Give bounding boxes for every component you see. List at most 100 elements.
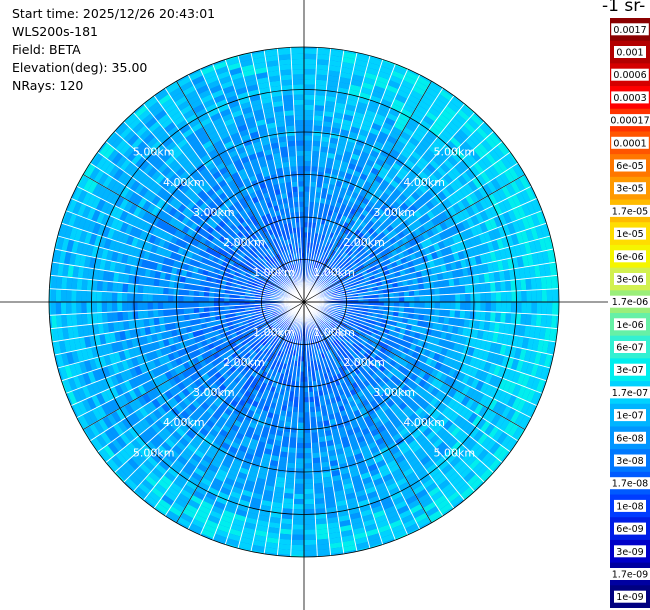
range-gate-bin xyxy=(341,155,351,163)
range-gate-bin xyxy=(115,183,126,196)
range-gate-bin xyxy=(317,313,323,318)
range-gate-bin xyxy=(359,423,369,431)
range-gate-bin xyxy=(469,149,481,162)
range-gate-bin xyxy=(366,104,379,114)
range-gate-bin xyxy=(324,198,332,206)
range-gate-bin xyxy=(484,311,491,322)
range-gate-bin xyxy=(210,277,217,284)
range-gate-bin xyxy=(157,479,171,491)
range-gate-bin xyxy=(128,400,139,413)
range-gate-bin xyxy=(488,217,498,230)
range-gate-bin xyxy=(459,285,466,294)
range-gate-bin xyxy=(79,361,88,374)
range-gate-bin xyxy=(304,89,316,95)
range-gate-bin xyxy=(335,323,342,328)
range-gate-bin xyxy=(185,480,198,491)
range-gate-bin xyxy=(240,462,251,471)
range-gate-bin xyxy=(399,328,406,335)
range-gate-bin xyxy=(391,200,401,210)
range-gate-bin xyxy=(340,472,352,480)
range-gate-bin xyxy=(473,235,482,246)
range-gate-bin xyxy=(383,306,389,311)
range-gate-bin xyxy=(344,146,354,154)
range-gate-bin xyxy=(127,292,133,302)
range-gate-bin xyxy=(293,493,304,500)
range-gate-bin xyxy=(294,483,304,489)
range-gate-bin xyxy=(356,261,363,267)
range-gate-bin xyxy=(484,168,495,181)
range-gate-bin xyxy=(195,431,207,441)
range-gate-bin xyxy=(87,370,97,384)
range-gate-bin xyxy=(237,255,244,262)
range-gate-bin xyxy=(443,487,457,499)
range-gate-bin xyxy=(63,378,73,393)
range-gate-bin xyxy=(469,356,477,368)
range-gate-bin xyxy=(439,302,446,310)
range-gate-bin xyxy=(485,292,491,302)
range-gate-bin xyxy=(242,435,252,444)
range-gate-bin xyxy=(257,514,270,522)
range-gate-bin xyxy=(318,436,327,443)
range-gate-bin xyxy=(282,324,287,330)
range-gate-bin xyxy=(481,435,493,449)
range-gate-bin xyxy=(105,203,115,216)
range-gate-bin xyxy=(314,328,318,334)
range-gate-bin xyxy=(328,537,342,544)
range-gate-bin xyxy=(441,187,452,199)
range-gate-bin xyxy=(364,72,378,81)
range-gate-bin xyxy=(429,159,440,170)
range-gate-bin xyxy=(218,403,228,412)
range-gate-bin xyxy=(551,302,558,316)
range-gate-bin xyxy=(346,341,352,348)
range-gate-bin xyxy=(461,208,471,220)
range-gate-bin xyxy=(546,340,555,355)
range-gate-bin xyxy=(366,62,381,71)
range-gate-bin xyxy=(121,359,130,371)
range-gate-bin xyxy=(194,378,203,388)
range-gate-bin xyxy=(438,392,448,403)
range-gate-bin xyxy=(468,457,481,471)
range-gate-bin xyxy=(285,472,295,479)
range-gate-bin xyxy=(188,475,201,486)
range-gate-bin xyxy=(332,164,341,171)
range-gate-bin xyxy=(317,286,323,291)
range-gate-bin xyxy=(546,289,553,302)
range-gate-bin xyxy=(319,319,324,325)
range-gate-bin xyxy=(190,325,198,332)
range-gate-bin xyxy=(171,501,185,513)
range-gate-bin xyxy=(96,185,107,199)
range-gate-bin xyxy=(124,369,134,381)
range-gate-bin xyxy=(107,312,113,323)
range-gate-bin xyxy=(219,310,226,316)
range-gate-bin xyxy=(152,309,159,318)
range-gate-bin xyxy=(213,500,226,510)
range-gate-bin xyxy=(425,237,433,247)
range-gate-bin xyxy=(377,424,387,433)
range-gate-bin xyxy=(112,281,118,293)
range-gate-bin xyxy=(304,432,312,438)
range-gate-bin xyxy=(274,324,280,330)
range-gate-bin xyxy=(101,248,109,260)
range-gate-bin xyxy=(263,348,269,355)
range-gate-bin xyxy=(539,326,546,340)
range-gate-bin xyxy=(97,367,106,380)
range-gate-bin xyxy=(425,200,435,211)
range-gate-bin xyxy=(392,162,402,172)
range-gate-bin xyxy=(357,418,366,427)
range-gate-bin xyxy=(363,305,369,309)
range-gate-bin xyxy=(178,288,184,296)
range-gate-bin xyxy=(375,135,387,145)
range-gate-bin xyxy=(453,414,464,427)
range-gate-bin xyxy=(91,437,104,451)
range-gate-bin xyxy=(430,266,437,275)
range-gate-bin xyxy=(223,477,236,487)
range-gate-bin xyxy=(445,184,456,196)
range-gate-bin xyxy=(521,290,527,302)
range-gate-bin xyxy=(320,317,326,323)
range-gate-bin xyxy=(400,257,408,265)
range-gate-bin xyxy=(86,290,92,302)
range-gate-bin xyxy=(348,237,355,244)
range-gate-bin xyxy=(286,406,293,412)
range-gate-bin xyxy=(143,343,151,354)
range-gate-bin xyxy=(515,313,522,325)
